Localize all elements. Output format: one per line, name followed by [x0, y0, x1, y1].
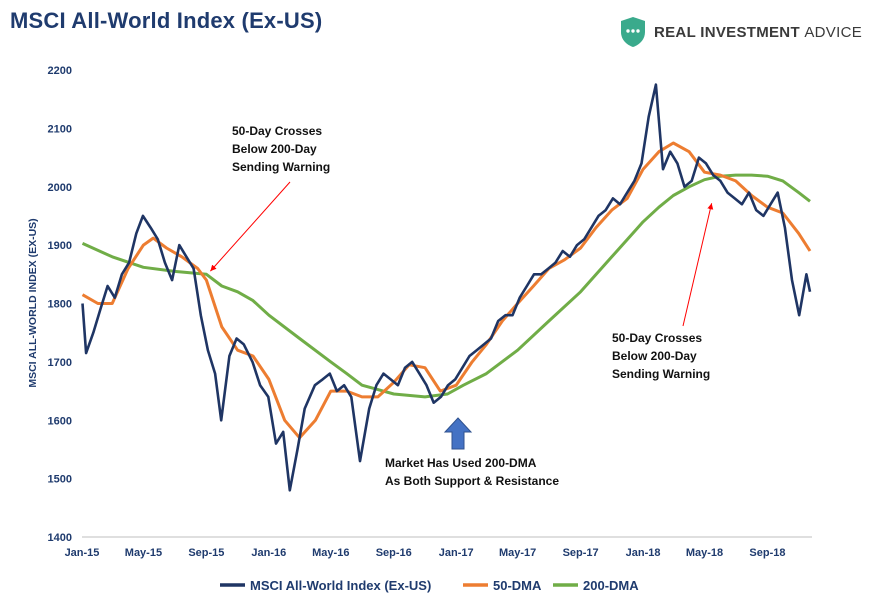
- series-line-200-dma: [81, 173, 811, 399]
- x-tick-label: Sep-16: [376, 547, 412, 559]
- annotation-text-line: 50-Day Crosses: [612, 331, 702, 345]
- brand-name: REAL INVESTMENT ADVICE: [654, 24, 862, 41]
- y-tick-label: 2000: [48, 182, 72, 194]
- annotation-text-line: Market Has Used 200-DMA: [385, 456, 537, 470]
- annotation-crossover-2018: 50-Day Crosses Below 200-Day Sending Warni…: [612, 203, 714, 381]
- y-tick-label: 2100: [48, 123, 72, 135]
- legend-label: 200-DMA: [583, 578, 639, 593]
- series-layer: [81, 83, 812, 492]
- x-tick-label: May-18: [686, 547, 723, 559]
- brand-logo: REAL INVESTMENT ADVICE: [620, 16, 862, 48]
- annotation-crossover-2015: 50-Day Crosses Below 200-Day Sending Warni…: [210, 124, 330, 272]
- annotation-text-line: Below 200-Day: [232, 142, 317, 156]
- annotation-text-line: Sending Warning: [232, 160, 330, 174]
- annotations: 50-Day Crosses Below 200-Day Sending Warni…: [210, 124, 714, 488]
- annotation-text-line: Sending Warning: [612, 367, 710, 381]
- series-line-index: [81, 83, 812, 492]
- y-tick-label: 2200: [48, 65, 72, 77]
- x-tick-label: Jan-18: [626, 547, 661, 559]
- legend: MSCI All-World Index (Ex-US) 50-DMA 200-DM…: [220, 578, 639, 593]
- annotation-text-line: As Both Support & Resistance: [385, 474, 559, 488]
- legend-label: 50-DMA: [493, 578, 542, 593]
- legend-item: 50-DMA: [463, 578, 542, 593]
- brand-name-light: ADVICE: [804, 23, 863, 41]
- y-tick-label: 1500: [48, 474, 72, 486]
- x-tick-label: Sep-17: [563, 547, 599, 559]
- annotation-text-line: 50-Day Crosses: [232, 124, 322, 138]
- shield-icon: [621, 17, 645, 47]
- y-tick-label: 1900: [48, 240, 72, 252]
- x-tick-label: Jan-16: [251, 547, 286, 559]
- y-tick-labels: 1400 1500 1600 1700 1800 1900 2000 2100 2200: [48, 65, 72, 544]
- annotation-arrow: [210, 181, 291, 272]
- annotation-text-line: Below 200-Day: [612, 349, 697, 363]
- annotation-arrow: [682, 203, 714, 327]
- y-tick-label: 1600: [48, 415, 72, 427]
- series-line-50-dma: [81, 141, 812, 440]
- legend-item: 200-DMA: [553, 578, 639, 593]
- x-tick-label: Jan-17: [439, 547, 474, 559]
- y-axis-label: MSCI ALL-WORLD INDEX (EX-US): [27, 218, 39, 387]
- x-tick-label: Sep-15: [188, 547, 224, 559]
- x-tick-label: Sep-18: [749, 547, 785, 559]
- brand-name-bold: REAL INVESTMENT: [654, 23, 800, 41]
- x-tick-label: May-16: [312, 547, 349, 559]
- legend-label: MSCI All-World Index (Ex-US): [250, 578, 431, 593]
- y-tick-label: 1700: [48, 357, 72, 369]
- chart-title: MSCI All-World Index (Ex-US): [10, 8, 323, 33]
- x-tick-label: May-15: [125, 547, 162, 559]
- legend-item: MSCI All-World Index (Ex-US): [220, 578, 431, 593]
- y-tick-label: 1800: [48, 299, 72, 311]
- up-arrow-icon: [443, 417, 473, 450]
- annotation-support-resistance: Market Has Used 200-DMA As Both Support &…: [385, 417, 559, 488]
- x-tick-label: Jan-15: [65, 547, 100, 559]
- x-tick-label: May-17: [499, 547, 536, 559]
- y-tick-label: 1400: [48, 532, 72, 544]
- x-tick-labels: Jan-15 May-15 Sep-15 Jan-16 May-16 Sep-16 Jan-…: [65, 547, 786, 559]
